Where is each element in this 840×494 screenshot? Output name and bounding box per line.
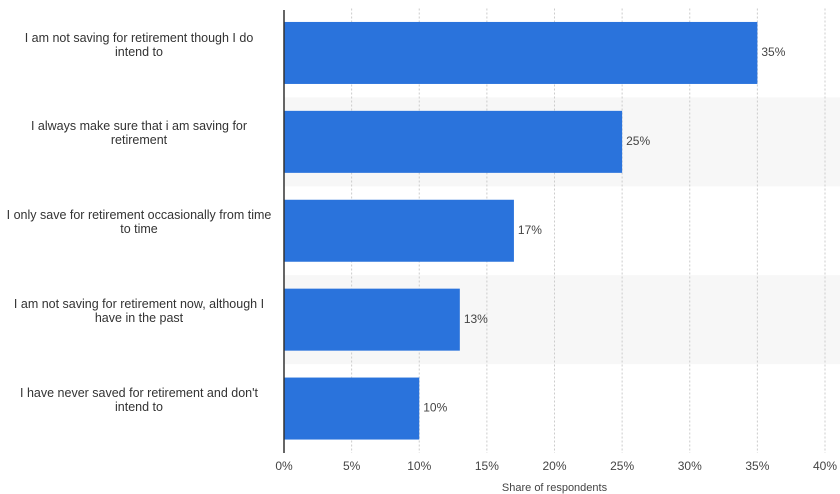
x-axis-title: Share of respondents: [502, 482, 608, 494]
value-label: 13%: [464, 312, 488, 326]
x-tick-label: 0%: [275, 459, 293, 473]
bar: [284, 288, 460, 351]
x-tick-label: 35%: [745, 459, 769, 473]
value-label: 17%: [518, 223, 542, 237]
x-tick-label: 15%: [475, 459, 499, 473]
bar: [284, 110, 623, 173]
x-tick-label: 30%: [678, 459, 702, 473]
value-label: 10%: [423, 401, 447, 415]
bar: [284, 21, 758, 84]
category-label: I am not saving for retirement now, alth…: [13, 297, 265, 326]
bar: [284, 377, 420, 440]
category-label: I am not saving for retirement though I …: [24, 30, 254, 59]
bar: [284, 199, 514, 262]
x-tick-label: 25%: [610, 459, 634, 473]
x-tick-label: 5%: [343, 459, 361, 473]
x-tick-label: 20%: [542, 459, 566, 473]
x-tick-label: 10%: [407, 459, 431, 473]
category-label: I always make sure that i am saving for …: [30, 119, 248, 148]
x-tick-label: 40%: [813, 459, 837, 473]
value-label: 35%: [761, 45, 785, 59]
value-label: 25%: [626, 134, 650, 148]
category-label: I have never saved for retirement and do…: [20, 386, 258, 415]
category-label: I only save for retirement occasionally …: [6, 208, 272, 237]
